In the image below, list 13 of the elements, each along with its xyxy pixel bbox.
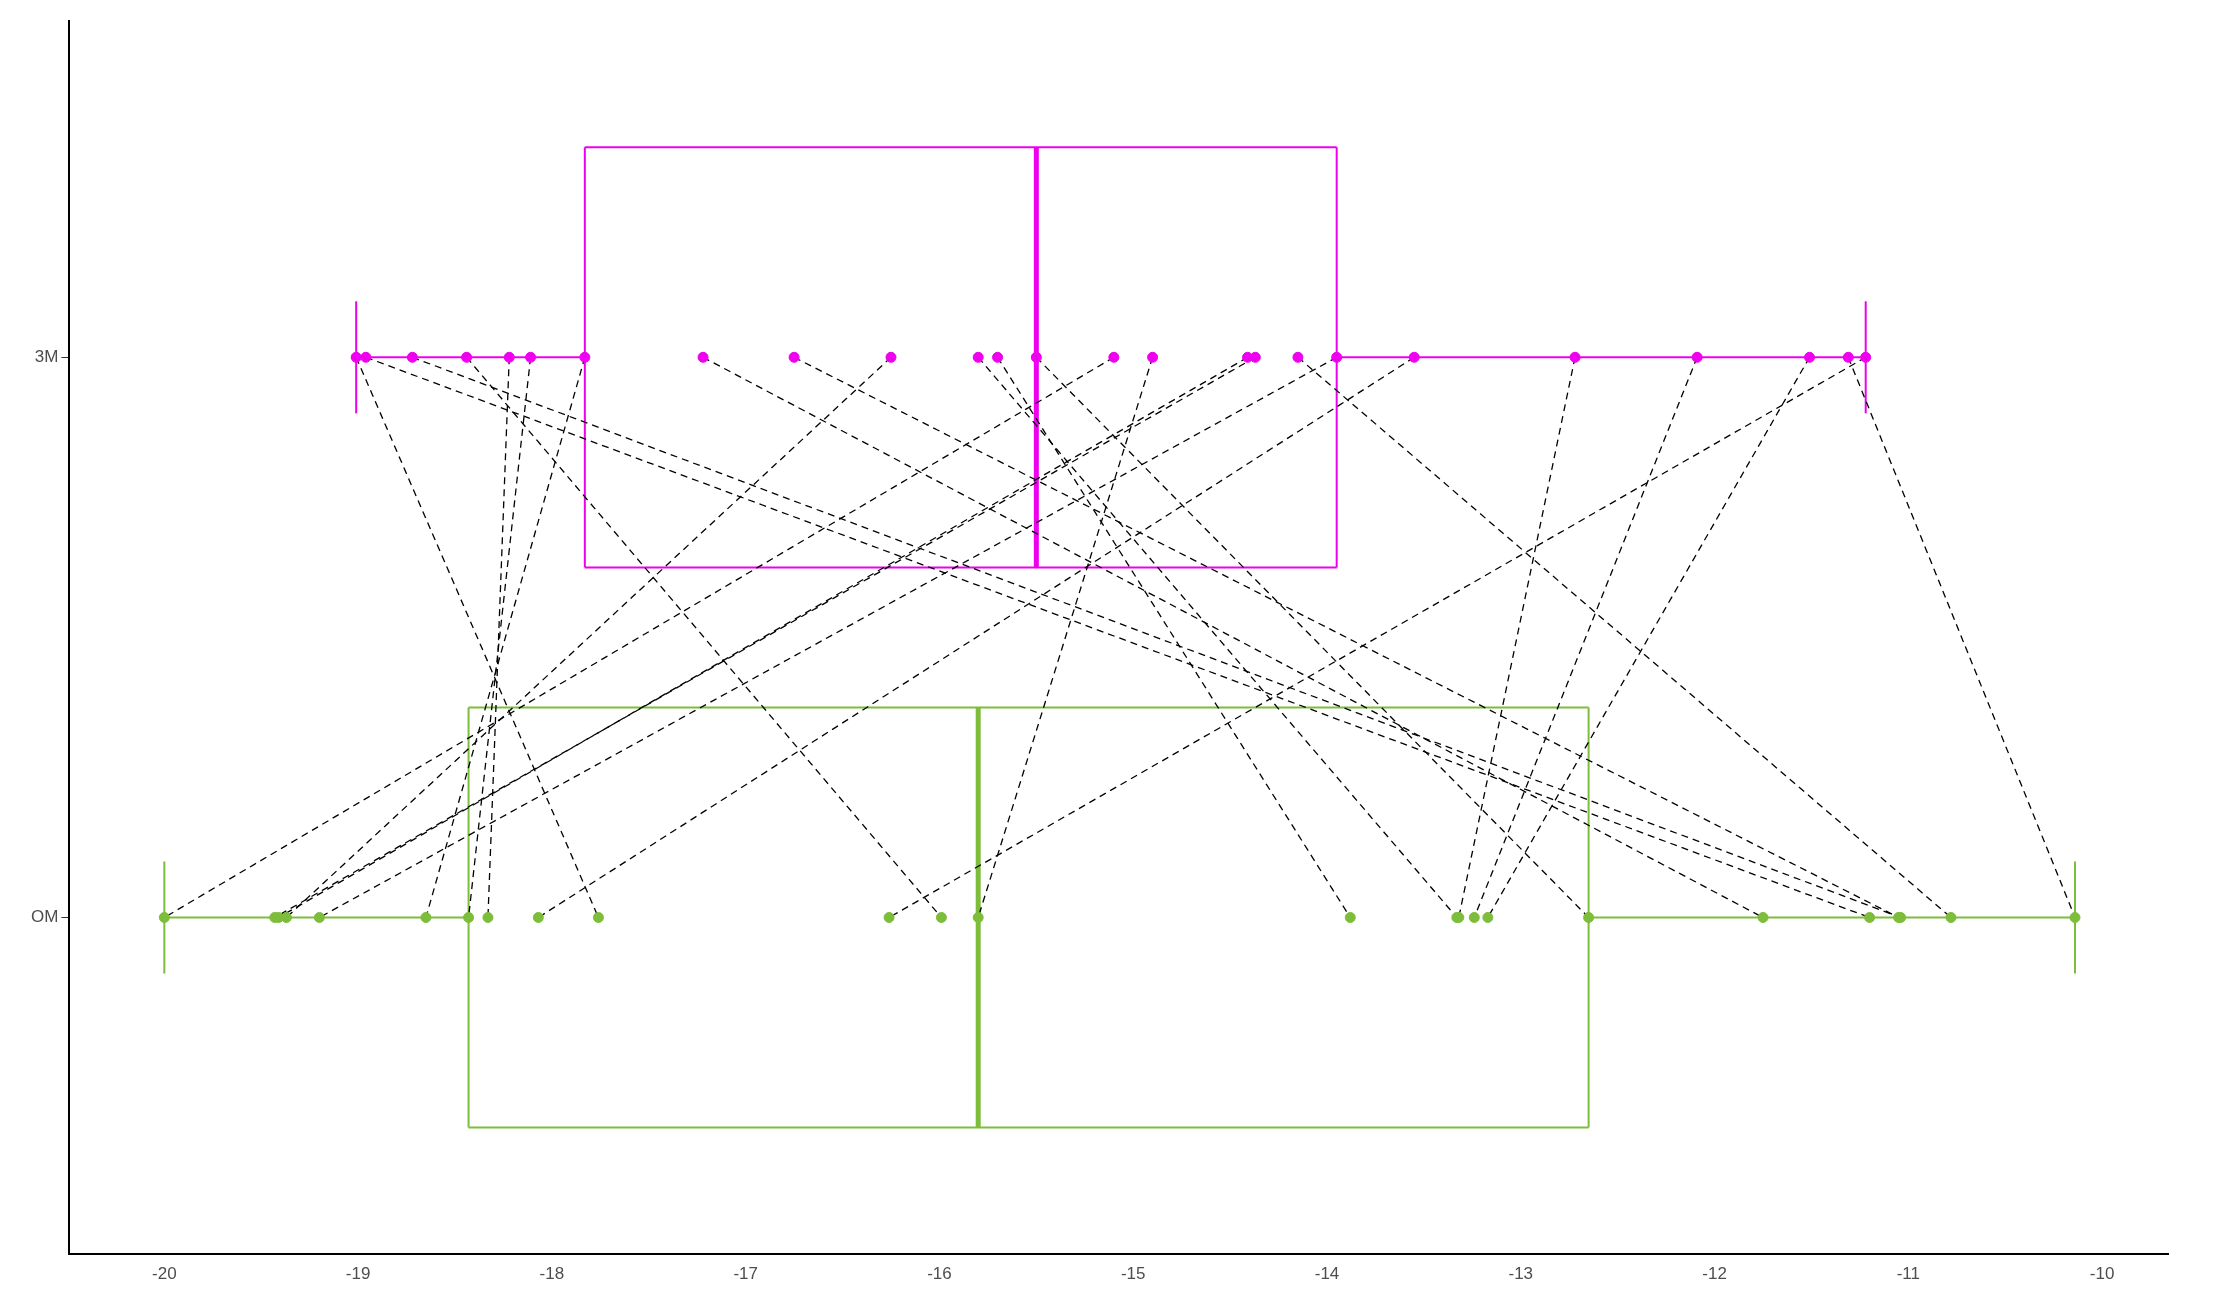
x-tick-label: -12	[1702, 1264, 1727, 1284]
x-tick-label: -14	[1314, 1264, 1340, 1284]
y-tick-label: 3M	[34, 347, 59, 366]
y-tick-label: OM	[30, 907, 59, 927]
x-tick-label: -19	[345, 1264, 371, 1284]
x-tick-label: -13	[1508, 1264, 1534, 1284]
x-tick-label: -17	[733, 1264, 758, 1284]
x-tick-label: -20	[152, 1264, 177, 1284]
x-tick-label: -10	[2089, 1264, 2115, 1284]
x-tick-label: -15	[1120, 1264, 1146, 1284]
x-tick-label: -16	[927, 1264, 952, 1284]
x-tick-label: -11	[1896, 1264, 1920, 1284]
x-tick-label: -18	[539, 1264, 565, 1284]
